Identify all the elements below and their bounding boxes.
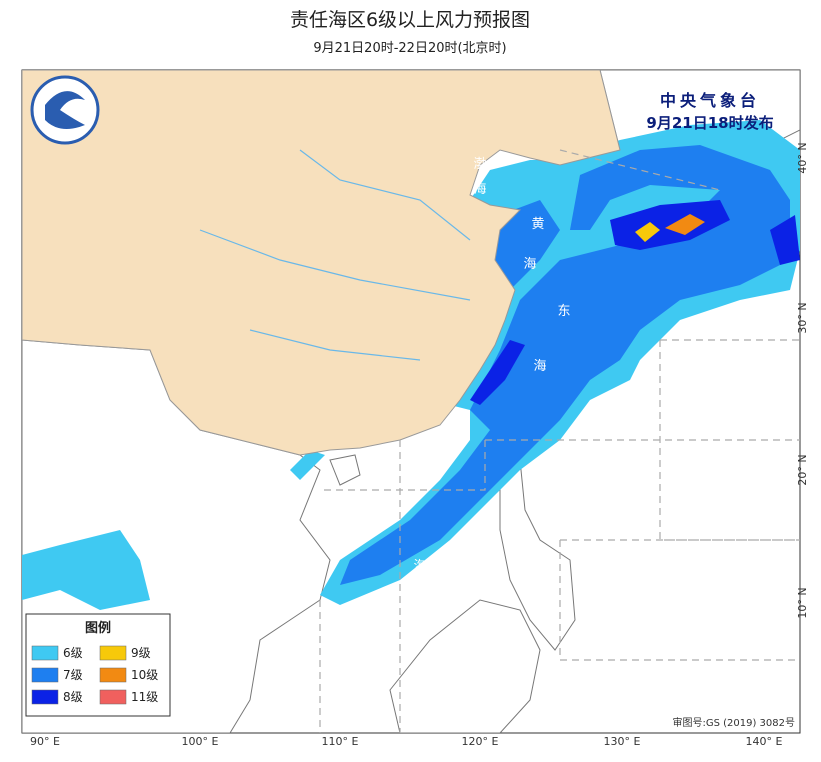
- wind-zone-8: [610, 200, 730, 250]
- lon-label: 100° E: [182, 735, 219, 748]
- legend-label: 7级: [63, 668, 83, 682]
- title: 责任海区6级以上风力预报图: [290, 9, 530, 31]
- rivers: [199, 149, 471, 361]
- legend-title: 图例: [85, 620, 111, 636]
- borneo: [389, 599, 541, 733]
- wind-zone-8: [470, 340, 525, 405]
- sea-label: 渤: [473, 156, 486, 172]
- lat-labels: 40° N 30° N 20° N 10° N: [796, 142, 809, 618]
- lat-label: 20° N: [796, 454, 809, 485]
- sea-label: 海: [473, 182, 486, 197]
- sea-label: 南: [413, 473, 426, 489]
- lat-label: 30° N: [796, 302, 809, 333]
- wind-zone-6: [22, 530, 150, 610]
- sea-label: 海: [523, 257, 536, 272]
- lon-label: 90° E: [30, 735, 60, 748]
- lat-label: 40° N: [796, 142, 809, 173]
- map-frame: [21, 69, 801, 734]
- legend-swatch: [31, 645, 59, 661]
- philippines: [499, 459, 576, 651]
- legend-swatch: [31, 689, 59, 705]
- lon-label: 130° E: [604, 735, 641, 748]
- hainan: [329, 454, 361, 486]
- sea-label: 黄: [531, 217, 544, 232]
- legend-swatch: [99, 645, 127, 661]
- sea-label: 东: [557, 304, 570, 319]
- wind-zone-6: [290, 450, 325, 480]
- lon-label: 120° E: [462, 735, 499, 748]
- approval-number: 审图号:GS (2019) 3082号: [672, 716, 795, 729]
- legend: 图例 6级 7级 8级 9级 10级 11级: [25, 613, 171, 717]
- wind-zone-9: [635, 222, 660, 242]
- legend-label: 8级: [63, 690, 83, 704]
- lon-labels: 90° E 100° E 110° E 120° E 130° E 140° E: [30, 735, 782, 748]
- legend-swatch: [31, 667, 59, 683]
- china: [22, 70, 621, 456]
- lon-label: 110° E: [322, 735, 359, 748]
- responsibility-zones: [319, 149, 800, 733]
- wind-zone-10: [665, 214, 705, 235]
- legend-swatch: [99, 667, 127, 683]
- subtitle: 9月21日20时-22日20时(北京时): [313, 41, 506, 56]
- legend-label: 10级: [131, 668, 158, 682]
- logo: [30, 75, 100, 145]
- issuer-time: 9月21日18时发布: [646, 114, 773, 132]
- legend-label: 6级: [63, 646, 83, 660]
- wind-zone-7: [340, 145, 790, 585]
- legend-label: 9级: [131, 646, 151, 660]
- legend-swatch: [99, 689, 127, 705]
- lat-label: 10° N: [796, 587, 809, 618]
- lon-label: 140° E: [746, 735, 783, 748]
- issuer-name: 中央气象台: [660, 91, 760, 110]
- legend-label: 11级: [131, 690, 158, 704]
- sea-label: 海: [533, 359, 546, 374]
- wind-zone-8: [770, 215, 800, 265]
- sea-label: 海: [413, 559, 426, 574]
